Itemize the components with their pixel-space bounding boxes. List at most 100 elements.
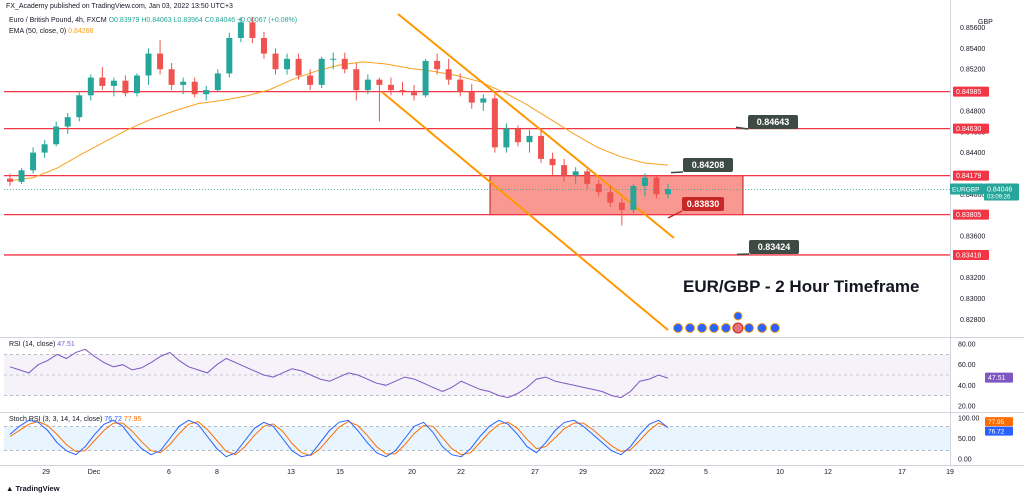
price-tick-label: 0.85600 — [960, 25, 985, 32]
price-tick-label: 0.85400 — [960, 46, 985, 53]
time-tick-label: 17 — [898, 469, 906, 476]
candle-body — [122, 81, 128, 94]
time-tick-label: 8 — [215, 469, 219, 476]
candle-body — [180, 82, 186, 85]
time-tick-label: 27 — [531, 469, 539, 476]
candle-body — [53, 127, 59, 145]
stoch-label: Stoch RSI (3, 3, 14, 14, close) — [9, 416, 102, 423]
stoch-k-tag-label: 76.72 — [988, 429, 1005, 436]
candle-body — [653, 178, 659, 195]
time-tick-label: 13 — [287, 469, 295, 476]
stoch-tick-label: 100.00 — [958, 416, 980, 423]
ohlc-low: L0.83964 — [174, 17, 203, 24]
brand-text: TradingView — [16, 484, 60, 493]
candle-body — [596, 184, 602, 192]
candle-body — [273, 54, 279, 70]
callout-label: 0.83830 — [687, 199, 720, 209]
candle-body — [169, 69, 175, 85]
rsi-tick-label: 60.00 — [958, 362, 976, 369]
rsi-tick-label: 80.00 — [958, 342, 976, 349]
candle-body — [550, 159, 556, 165]
rsi-label: RSI (14, close) — [9, 341, 55, 348]
tradingview-logo-icon: ▲ — [6, 484, 16, 493]
price-tick-label: 0.82800 — [960, 317, 985, 324]
price-tick-label: 0.83200 — [960, 275, 985, 282]
candle-body — [111, 81, 117, 86]
stoch-tick-label: 50.00 — [958, 436, 976, 443]
candle-body — [434, 61, 440, 69]
callout-label: 0.83424 — [758, 242, 791, 252]
last-price-label: 0.84046 — [987, 187, 1012, 194]
callout-label: 0.84643 — [757, 117, 790, 127]
stoch-band — [4, 426, 950, 450]
rsi-tick-label: 40.00 — [958, 383, 976, 390]
candle-body — [42, 144, 48, 152]
rsi-tick-label: 20.00 — [958, 403, 976, 410]
candle-body — [7, 179, 13, 182]
economic-event-icon — [771, 324, 780, 333]
time-tick-label: 22 — [457, 469, 465, 476]
ema-line: EMA (50, close, 0) 0.84268 — [9, 28, 93, 35]
candle-body — [423, 61, 429, 95]
time-tick-label: 20 — [408, 469, 416, 476]
candle-body — [330, 59, 336, 60]
economic-event-icon — [722, 324, 731, 333]
level-price-label: 0.84985 — [956, 89, 981, 96]
rsi-value-tag-label: 47.51 — [988, 375, 1006, 382]
ema-value: 0.84268 — [68, 28, 93, 35]
candle-body — [619, 203, 625, 210]
time-tick-label: Dec — [88, 469, 101, 476]
currency-label: GBP — [978, 19, 993, 26]
candle-body — [215, 73, 221, 90]
symbol-name: Euro / British Pound, 4h, FXCM — [9, 17, 107, 24]
candle-body — [76, 95, 82, 117]
time-tick-label: 15 — [336, 469, 344, 476]
ohlc-open: O0.83979 — [109, 17, 140, 24]
stoch-header: Stoch RSI (3, 3, 14, 14, close) 76.72 77… — [9, 416, 141, 423]
stoch-d-tag-label: 77.95 — [988, 419, 1005, 426]
candle-body — [469, 92, 475, 102]
candle-body — [446, 69, 452, 79]
candle-body — [480, 98, 486, 102]
economic-event-icon — [745, 324, 754, 333]
time-tick-label: 12 — [824, 469, 832, 476]
candle-body — [261, 38, 267, 54]
candle-body — [411, 92, 417, 95]
price-tick-label: 0.84800 — [960, 108, 985, 115]
level-price-label: 0.84630 — [956, 126, 981, 133]
level-price-label: 0.83418 — [956, 252, 981, 259]
ohlc-close: C0.84046 — [205, 17, 235, 24]
time-tick-label: 29 — [579, 469, 587, 476]
economic-event-icon — [674, 324, 683, 333]
level-price-label: 0.83805 — [956, 212, 981, 219]
candle-body — [376, 80, 382, 85]
candle-body — [561, 165, 567, 175]
candle-body — [203, 90, 209, 94]
candle-body — [365, 80, 371, 90]
rsi-value: 47.51 — [57, 341, 75, 348]
callout-label: 0.84208 — [692, 160, 725, 170]
candle-body — [388, 85, 394, 90]
stoch-k-value: 76.72 — [104, 416, 122, 423]
candle-body — [65, 117, 71, 126]
publisher-text: FX_Academy published on TradingView.com,… — [6, 3, 233, 10]
level-price-label: 0.84179 — [956, 173, 981, 180]
economic-event-icon — [710, 324, 719, 333]
candle-body — [307, 75, 313, 84]
candle-body — [238, 22, 244, 38]
price-tick-label: 0.83600 — [960, 233, 985, 240]
footer-brand: ▲ TradingView — [6, 484, 60, 493]
candle-body — [319, 59, 325, 85]
time-tick-label: 2022 — [649, 469, 665, 476]
candle-body — [573, 171, 579, 175]
stoch-d-value: 77.95 — [124, 416, 142, 423]
candle-body — [30, 153, 36, 171]
candle-body — [342, 59, 348, 69]
candle-body — [399, 90, 405, 92]
candle-body — [353, 69, 359, 90]
time-tick-label: 5 — [704, 469, 708, 476]
stoch-tick-label: 0.00 — [958, 456, 972, 463]
price-tick-label: 0.85200 — [960, 67, 985, 74]
